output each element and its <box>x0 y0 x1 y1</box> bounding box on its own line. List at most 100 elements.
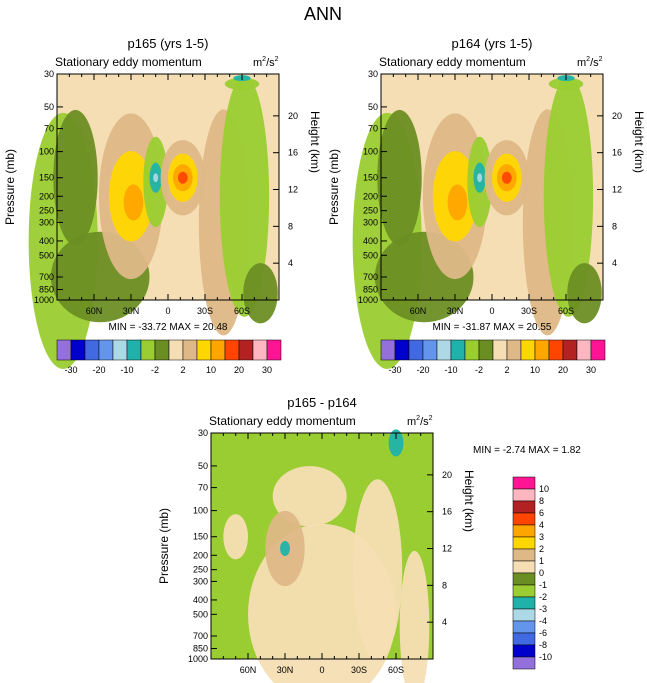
colorbar-swatch-4 <box>436 339 452 361</box>
y-tick-label-12: 1000 <box>358 295 378 305</box>
colorbar-swatch-0 <box>380 339 396 361</box>
colorbar-swatch-15 <box>590 339 606 361</box>
diff-colorbar-swatch-12 <box>512 620 536 634</box>
y-tick-label-9: 500 <box>193 609 208 619</box>
diff-colorbar-swatch-5 <box>512 536 536 550</box>
colorbar-0: -30 -20 -10 -2 2 10 20 30 <box>56 339 282 375</box>
chart-title: p165 (yrs 1-5) <box>128 36 209 51</box>
y-axis-label: Pressure (mb) <box>327 149 341 225</box>
height-tick-label-3: 16 <box>612 148 622 158</box>
y-tick-label-8: 400 <box>193 595 208 605</box>
panels: 60N 30N 0 30S 60S305070100150200250300400500… <box>3 36 646 683</box>
contour-fill-8 <box>477 173 483 183</box>
colorbar-label-7: 30 <box>586 365 596 375</box>
units-mid: /s <box>590 57 599 69</box>
colorbar-label-3: -2 <box>475 365 483 375</box>
y-tick-label-3: 100 <box>39 147 54 157</box>
colorbar-label-6: 20 <box>558 365 568 375</box>
colorbar-swatch-3 <box>98 339 114 361</box>
units-prefix: m <box>407 416 416 428</box>
y-axis-label: Pressure (mb) <box>157 508 171 584</box>
y-tick-label-5: 200 <box>39 191 54 201</box>
contour-fill-5 <box>447 184 468 221</box>
chart-panel-2: 60N 30N 0 30S 60S305070100150200250300400500… <box>157 395 581 683</box>
colorbar-swatch-6 <box>140 339 156 361</box>
diff-colorbar-swatch-6 <box>512 548 536 562</box>
colorbar-label-6: 20 <box>234 365 244 375</box>
y-tick-label-5: 200 <box>193 550 208 560</box>
diff-colorbar-swatch-0 <box>512 476 536 490</box>
colorbar-label-1: -20 <box>416 365 429 375</box>
contour-fills <box>352 75 602 370</box>
diff-colorbar-swatch-2 <box>512 500 536 514</box>
units-sup: 2 <box>429 415 433 422</box>
height-tick-label-4: 20 <box>288 111 298 121</box>
y-tick-label-8: 400 <box>39 236 54 246</box>
x-tick-label-3: 30S <box>521 306 537 316</box>
x-tick-label-2: 0 <box>165 306 170 316</box>
y2-axis-label: Height (km) <box>308 111 322 173</box>
colorbar-swatch-9 <box>506 339 522 361</box>
colorbar-1: -30 -20 -10 -2 2 10 20 30 <box>380 339 606 375</box>
y-tick-label-10: 700 <box>39 272 54 282</box>
chart-title: p165 - p164 <box>287 395 356 410</box>
y-tick-label-2: 70 <box>44 124 54 134</box>
y-tick-label-4: 150 <box>363 173 378 183</box>
y-tick-label-3: 100 <box>363 147 378 157</box>
y-tick-label-6: 250 <box>193 565 208 575</box>
diff-colorbar-swatch-4 <box>512 524 536 538</box>
units-label: m2/s2 <box>577 56 603 69</box>
stats-text: MIN = -2.74 MAX = 1.82 <box>473 445 581 456</box>
colorbar-label-5: 10 <box>206 365 216 375</box>
colorbar-swatch-6 <box>464 339 480 361</box>
y-tick-label-1: 50 <box>368 102 378 112</box>
y-tick-label-5: 200 <box>363 191 378 201</box>
colorbar-swatch-7 <box>478 339 494 361</box>
y-tick-label-2: 70 <box>198 483 208 493</box>
contour-fill-2 <box>352 479 403 661</box>
chart-subtitle: Stationary eddy momentum <box>55 55 202 69</box>
colorbar-swatch-8 <box>492 339 508 361</box>
colorbar-swatch-14 <box>576 339 592 361</box>
colorbar-swatch-1 <box>70 339 86 361</box>
colorbar-swatch-2 <box>408 339 424 361</box>
units-sup: 2 <box>275 56 279 63</box>
x-tick-label-2: 0 <box>489 306 494 316</box>
diff-colorbar-swatch-13 <box>512 632 536 646</box>
y-tick-label-9: 500 <box>39 250 54 260</box>
x-tick-label-4: 60S <box>234 306 250 316</box>
units-sup: 2 <box>416 415 420 422</box>
x-tick-label-0: 60N <box>240 665 257 675</box>
units-sup: 2 <box>586 56 590 63</box>
colorbar-swatch-10 <box>196 339 212 361</box>
y-tick-label-10: 700 <box>193 631 208 641</box>
height-tick-label-2: 12 <box>612 185 622 195</box>
units-prefix: m <box>253 57 262 69</box>
x-tick-label-3: 30S <box>197 306 213 316</box>
units-sup: 2 <box>262 56 266 63</box>
diff-colorbar-swatch-11 <box>512 608 536 622</box>
colorbar-label-4: 2 <box>180 365 185 375</box>
contour-fill-1 <box>272 466 347 527</box>
x-tick-label-4: 60S <box>558 306 574 316</box>
height-tick-label-1: 8 <box>442 580 447 590</box>
diff-colorbar-label-1: 8 <box>539 496 544 506</box>
colorbar-swatch-11 <box>210 339 226 361</box>
contour-fill-8 <box>153 173 159 183</box>
y-tick-label-7: 300 <box>363 217 378 227</box>
height-tick-label-2: 12 <box>288 185 298 195</box>
y-tick-label-11: 850 <box>39 285 54 295</box>
contour-fill-12 <box>501 171 512 184</box>
y-tick-label-1: 50 <box>198 461 208 471</box>
colorbar-label-2: -10 <box>444 365 457 375</box>
y-tick-label-11: 850 <box>363 285 378 295</box>
x-tick-label-1: 30N <box>447 306 464 316</box>
contour-fill-16 <box>548 77 584 90</box>
colorbar-swatch-4 <box>112 339 128 361</box>
y-tick-label-7: 300 <box>193 576 208 586</box>
page-title: ANN <box>304 4 342 24</box>
colorbar-swatch-13 <box>238 339 254 361</box>
diff-colorbar-swatch-8 <box>512 572 536 586</box>
